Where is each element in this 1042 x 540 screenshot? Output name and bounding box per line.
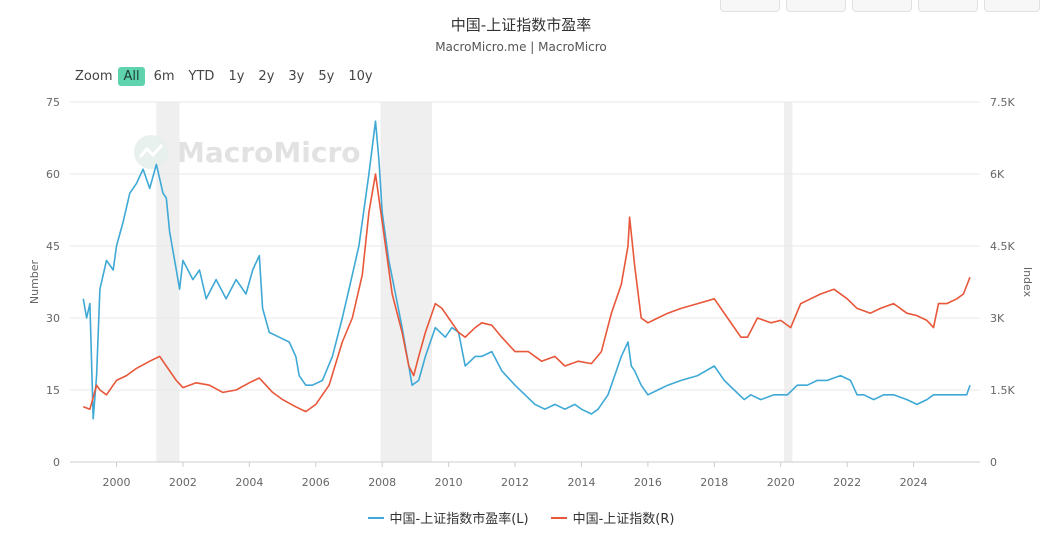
legend-item-pe-ratio[interactable]: 中国-上证指数市盈率(L) [367,508,529,527]
right-axis-tick-label: 7.5K [990,96,1015,109]
watermark-chart-icon [138,143,164,158]
chart-legend: 中国-上证指数市盈率(L) 中国-上证指数(R) [0,508,1042,527]
zoom-10y-button[interactable]: 10y [348,69,373,84]
zoom-selector: Zoom All 6m YTD 1y 2y 3y 5y 10y [75,67,382,86]
zoom-6m-button[interactable]: 6m [153,69,175,84]
legend-label-pe-ratio: 中国-上证指数市盈率(L) [389,512,529,527]
x-axis-tick-label: 2004 [235,476,263,489]
zoom-ytd-button[interactable]: YTD [188,69,215,84]
right-axis-tick-label: 1.5K [990,384,1015,397]
left-axis-tick-label: 45 [46,240,60,253]
export-toolbar [720,0,1040,12]
legend-item-index[interactable]: 中国-上证指数(R) [550,508,675,527]
zoom-2y-button[interactable]: 2y [258,69,275,84]
chart-subtitle: MacroMicro.me | MacroMicro [435,40,607,54]
x-axis-tick-label: 2012 [501,476,529,489]
x-axis-tick-label: 2018 [700,476,728,489]
right-axis-tick-label: 6K [990,168,1005,181]
index-series-line [83,173,971,413]
x-axis-tick-label: 2010 [435,476,463,489]
right-axis-title: Index [1021,267,1034,298]
watermark-text: MacroMicro [177,136,361,169]
right-axis-tick-label: 0 [990,456,997,469]
x-axis-tick-label: 2020 [767,476,795,489]
toolbar-button[interactable] [786,0,846,12]
left-axis-tick-label: 0 [53,456,60,469]
left-axis-tick-label: 75 [46,96,60,109]
x-axis-tick-label: 2006 [302,476,330,489]
x-axis-tick-label: 2022 [833,476,861,489]
left-axis-title: Number [28,259,41,304]
x-axis-tick-label: 2008 [368,476,396,489]
right-axis-tick-label: 3K [990,312,1005,325]
x-axis-tick-label: 2014 [567,476,595,489]
chart-title: 中国-上证指数市盈率 [450,16,592,34]
zoom-all-button[interactable]: All [118,67,145,86]
x-axis-tick-label: 2024 [900,476,928,489]
pe-ratio-series-line [82,120,971,420]
toolbar-button[interactable] [720,0,780,12]
legend-swatch-pe-ratio [367,516,384,519]
left-axis-tick-label: 60 [46,168,60,181]
left-axis-tick-label: 30 [46,312,60,325]
zoom-5y-button[interactable]: 5y [318,69,335,84]
right-axis-tick-label: 4.5K [990,240,1015,253]
legend-swatch-index [550,516,567,519]
shaded-period [380,102,433,462]
toolbar-button[interactable] [918,0,978,12]
x-axis-tick-label: 2000 [102,476,130,489]
zoom-3y-button[interactable]: 3y [288,69,305,84]
x-axis-tick-label: 2016 [634,476,662,489]
x-axis-tick-label: 2002 [169,476,197,489]
toolbar-button[interactable] [852,0,912,12]
zoom-label: Zoom [75,69,113,84]
shaded-period [784,102,793,462]
zoom-1y-button[interactable]: 1y [228,69,245,84]
legend-label-index: 中国-上证指数(R) [572,512,675,527]
left-axis-tick-label: 15 [46,384,60,397]
toolbar-button[interactable] [984,0,1040,12]
